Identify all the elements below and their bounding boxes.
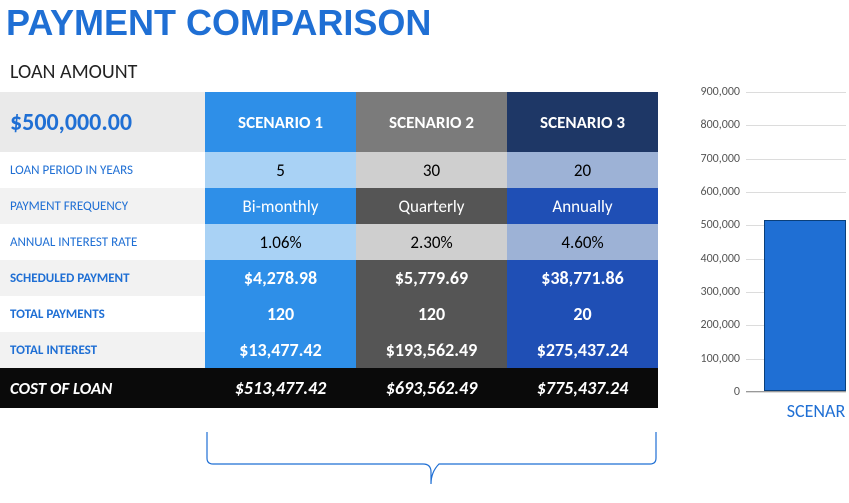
- chart-y-tick: 400,000: [701, 252, 741, 266]
- row-label: TOTAL PAYMENTS: [0, 296, 205, 332]
- page-title: PAYMENT COMPARISON: [0, 0, 849, 50]
- chart-y-tick: 300,000: [701, 285, 741, 299]
- scenario-header-2: SCENARIO 2: [356, 92, 507, 152]
- table-row: TOTAL INTEREST$13,477.42$193,562.49$275,…: [0, 332, 658, 368]
- chart-y-tick: 700,000: [701, 152, 741, 166]
- cell-value: $275,437.24: [507, 332, 658, 368]
- scenario-header-3: SCENARIO 3: [507, 92, 658, 152]
- row-label: PAYMENT FREQUENCY: [0, 188, 205, 224]
- chart-y-axis: 0100,000200,000300,000400,000500,000600,…: [678, 92, 746, 392]
- cost-label: COST OF LOAN: [0, 368, 205, 408]
- bracket-icon: [205, 430, 658, 500]
- chart-gridline: [746, 392, 846, 393]
- table-row: LOAN PERIOD IN YEARS53020: [0, 152, 658, 188]
- cell-value: Quarterly: [356, 188, 507, 224]
- table-row: PAYMENT FREQUENCYBi-monthlyQuarterlyAnnu…: [0, 188, 658, 224]
- cell-value: 120: [356, 296, 507, 332]
- cell-value: $5,779.69: [356, 260, 507, 296]
- table-row: TOTAL PAYMENTS12012020: [0, 296, 658, 332]
- row-label: ANNUAL INTEREST RATE: [0, 224, 205, 260]
- cell-value: Annually: [507, 188, 658, 224]
- cell-value: 5: [205, 152, 356, 188]
- cost-val-2: $693,562.49: [356, 368, 507, 408]
- loan-amount-value: $500,000.00: [0, 92, 205, 152]
- chart-y-tick: 800,000: [701, 118, 741, 132]
- row-label: SCHEDULED PAYMENT: [0, 260, 205, 296]
- chart-y-tick: 600,000: [701, 185, 741, 199]
- row-label: TOTAL INTEREST: [0, 332, 205, 368]
- cell-value: 20: [507, 296, 658, 332]
- cell-value: $38,771.86: [507, 260, 658, 296]
- table-row: SCHEDULED PAYMENT$4,278.98$5,779.69$38,7…: [0, 260, 658, 296]
- table-row: ANNUAL INTEREST RATE1.06%2.30%4.60%: [0, 224, 658, 260]
- chart-plot-area: [746, 92, 846, 392]
- cell-value: 120: [205, 296, 356, 332]
- cell-value: 2.30%: [356, 224, 507, 260]
- cost-chart: 0 100,000 200,000 300,000 400,000 500,000 600,…: [678, 92, 846, 422]
- chart-x-label: SCENAR: [746, 400, 849, 422]
- cell-value: 1.06%: [205, 224, 356, 260]
- cell-value: 30: [356, 152, 507, 188]
- cell-value: $13,477.42: [205, 332, 356, 368]
- chart-y-tick: 900,000: [701, 85, 741, 99]
- chart-y-tick: 200,000: [701, 318, 741, 332]
- chart-y-tick: 0: [734, 385, 740, 399]
- cost-val-3: $775,437.24: [507, 368, 658, 408]
- cost-row: COST OF LOAN $513,477.42 $693,562.49 $77…: [0, 368, 658, 408]
- comparison-table: $500,000.00 SCENARIO 1 SCENARIO 2 SCENAR…: [0, 92, 658, 408]
- cell-value: $193,562.49: [356, 332, 507, 368]
- chart-bar: [764, 220, 846, 391]
- header-row: $500,000.00 SCENARIO 1 SCENARIO 2 SCENAR…: [0, 92, 658, 152]
- row-label: LOAN PERIOD IN YEARS: [0, 152, 205, 188]
- cost-val-1: $513,477.42: [205, 368, 356, 408]
- cell-value: 20: [507, 152, 658, 188]
- cell-value: $4,278.98: [205, 260, 356, 296]
- cell-value: Bi-monthly: [205, 188, 356, 224]
- chart-y-tick: 500,000: [701, 218, 741, 232]
- cell-value: 4.60%: [507, 224, 658, 260]
- chart-y-tick: 100,000: [701, 352, 741, 366]
- scenario-header-1: SCENARIO 1: [205, 92, 356, 152]
